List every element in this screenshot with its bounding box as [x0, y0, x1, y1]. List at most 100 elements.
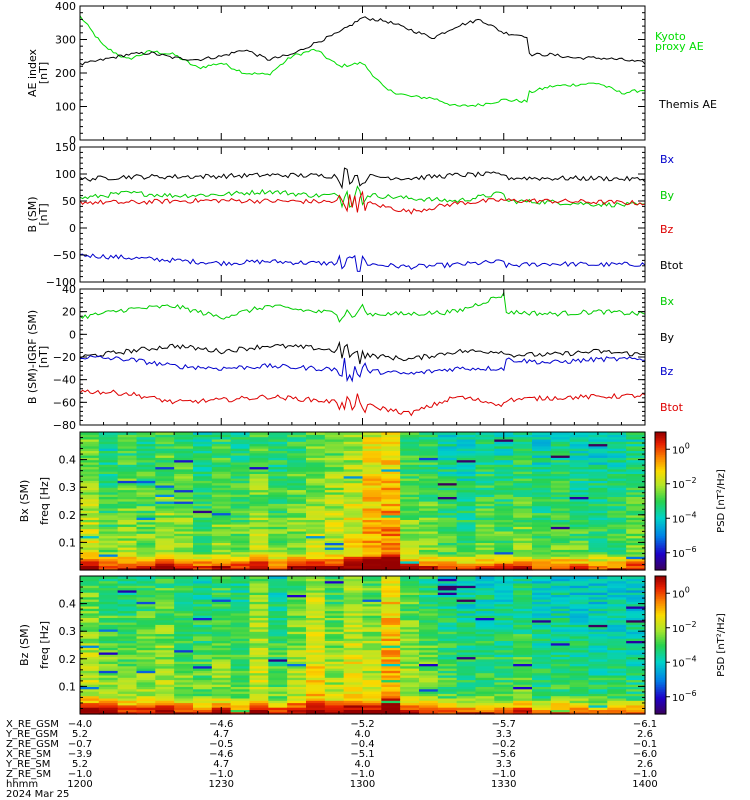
heatmap-cell: [193, 626, 213, 630]
heatmap-cell: [136, 491, 156, 495]
heatmap-cell: [569, 658, 590, 662]
heatmap-cell: [324, 647, 345, 651]
heatmap-cell: [419, 445, 439, 449]
colorbar-cell: [655, 492, 666, 495]
heatmap-cell: [155, 491, 175, 495]
heatmap-cell: [607, 589, 627, 593]
heatmap-cell: [306, 443, 326, 447]
heatmap-cell: [268, 700, 288, 704]
heatmap-cell: [362, 670, 382, 674]
heatmap-cell: [343, 448, 364, 451]
heatmap-cell: [155, 514, 175, 518]
heatmap-cell: [136, 707, 156, 710]
heatmap-cell: [400, 521, 420, 525]
heatmap-cell: [306, 496, 326, 500]
heatmap-cell: [626, 443, 646, 447]
heatmap-cell: [550, 709, 571, 713]
heatmap-cell: [230, 461, 251, 465]
heatmap-cell: [117, 674, 138, 678]
heatmap-cell: [362, 556, 382, 560]
heatmap-cell: [98, 578, 119, 582]
heatmap-cell: [532, 558, 552, 562]
heatmap-cell: [117, 658, 138, 662]
heatmap-cell: [117, 450, 138, 454]
heatmap-cell: [588, 563, 608, 566]
heatmap-cell: [343, 521, 364, 525]
heatmap-cell: [80, 468, 100, 472]
heatmap-cell: [456, 585, 477, 589]
orbit-value: −0.7: [68, 739, 92, 750]
colorbar-cell: [655, 641, 666, 644]
heatmap-cell: [343, 615, 364, 618]
colorbar-cell: [655, 660, 666, 663]
heatmap-cell: [626, 695, 646, 699]
heatmap-cell: [588, 651, 608, 655]
heatmap-cell: [626, 594, 646, 598]
heatmap-cell: [306, 475, 326, 479]
heatmap-cell: [80, 471, 100, 474]
heatmap-cell: [174, 596, 194, 600]
heatmap-cell: [306, 622, 326, 625]
heatmap-cell: [400, 640, 420, 644]
heatmap-cell: [437, 603, 458, 607]
heatmap-cell: [117, 489, 138, 493]
heatmap-cell: [626, 612, 646, 616]
heatmap-cell: [155, 519, 175, 523]
heatmap-cell: [249, 677, 269, 681]
heatmap-cell: [550, 594, 571, 598]
heatmap-cell: [381, 471, 401, 474]
heatmap-cell: [174, 658, 194, 662]
heatmap-cell: [400, 599, 420, 602]
heatmap-cell: [230, 633, 251, 637]
heatmap-cell: [362, 585, 382, 589]
heatmap-cell: [362, 582, 382, 586]
heatmap-cell: [494, 649, 514, 653]
heatmap-cell: [155, 441, 175, 445]
heatmap-cell: [155, 695, 175, 699]
heatmap-cell: [117, 645, 138, 648]
heatmap-cell: [306, 535, 326, 539]
heatmap-cell: [400, 651, 420, 655]
heatmap-cell: [80, 642, 100, 646]
colorbar-cell: [655, 627, 666, 631]
heatmap-cell: [513, 556, 533, 560]
heatmap-cell: [400, 464, 420, 468]
heatmap-cell: [230, 517, 251, 520]
heatmap-cell: [400, 448, 420, 451]
heatmap-cell: [98, 468, 119, 472]
heatmap-cell: [626, 457, 646, 461]
heatmap-cell: [513, 631, 533, 635]
heatmap-cell: [287, 540, 307, 543]
heatmap-cell: [569, 642, 590, 646]
heatmap-cell: [607, 691, 627, 694]
heatmap-cell: [607, 711, 627, 715]
heatmap-cell: [155, 709, 175, 713]
heatmap-cell: [287, 638, 307, 641]
heatmap-cell: [362, 461, 382, 465]
y-axis-label-freq: freq [Hz]: [38, 477, 51, 525]
heatmap-cell: [268, 622, 288, 625]
heatmap-cell: [569, 464, 590, 468]
heatmap-cell: [230, 686, 251, 690]
heatmap-cell: [626, 519, 646, 523]
heatmap-cell: [155, 445, 175, 449]
heatmap-cell: [513, 496, 533, 500]
heatmap-cell: [400, 654, 420, 658]
heatmap-cell: [475, 628, 495, 632]
heatmap-cell: [80, 494, 100, 497]
colorbar-cell: [655, 466, 666, 469]
heatmap-cell: [343, 681, 364, 685]
heatmap-cell: [343, 626, 364, 630]
heatmap-cell: [249, 466, 269, 470]
heatmap-cell: [80, 434, 100, 438]
heatmap-cell: [98, 681, 119, 685]
heatmap-cell: [607, 503, 627, 507]
heatmap-cell: [437, 434, 458, 438]
heatmap-cell: [174, 663, 194, 667]
heatmap-cell: [419, 478, 439, 481]
heatmap-cell: [437, 457, 458, 461]
heatmap-cell: [400, 482, 420, 486]
heatmap-cell: [193, 651, 213, 655]
heatmap-cell: [343, 535, 364, 539]
heatmap-cell: [550, 432, 571, 435]
